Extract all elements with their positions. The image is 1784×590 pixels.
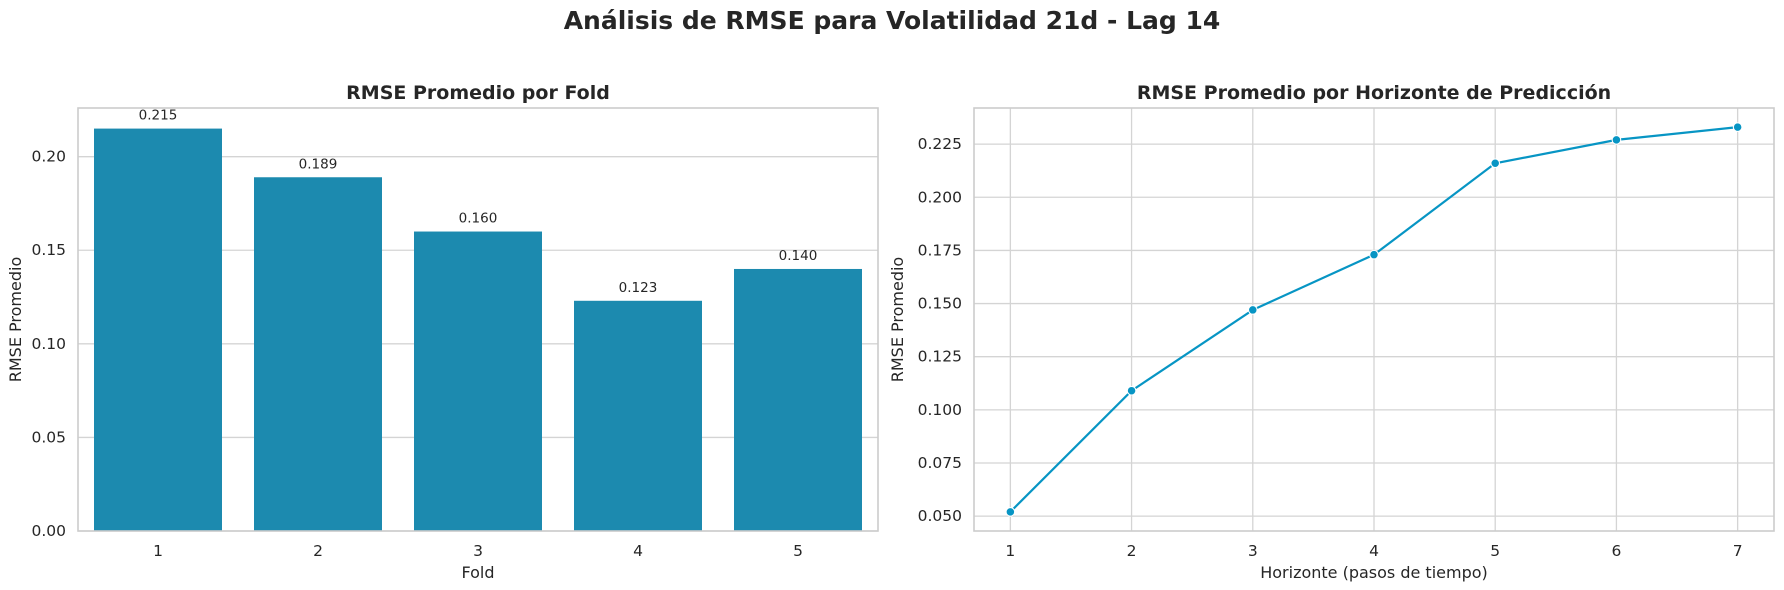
bar-xtick-label: 1: [153, 542, 163, 560]
line-point-h4: [1369, 249, 1379, 260]
bar-chart-rmse-by-fold: 0.215 0.189 0.160 0.123 0.140 0.00 0.05 0.10 0.1…: [6, 82, 879, 582]
bar-axes-frame: [77, 107, 879, 532]
bar-fold-3: [414, 231, 542, 531]
line-ytick-label: 0.225: [918, 135, 962, 153]
bar-xtick-label: 2: [313, 542, 323, 560]
bar-data-label: 0.160: [459, 211, 498, 227]
line-point-h1: [1005, 507, 1016, 517]
line-xtick-label: 7: [1733, 542, 1743, 560]
bar-fold-4: [574, 300, 702, 531]
bar-xtick-label: 4: [633, 542, 643, 560]
line-ytick-label: 0.175: [918, 241, 962, 259]
bar-data-label: 0.140: [779, 248, 818, 264]
bar-x-axis-label: Fold: [461, 563, 494, 582]
line-xtick-label: 4: [1369, 542, 1379, 560]
line-chart-title: RMSE Promedio por Horizonte de Predicció…: [1137, 82, 1611, 104]
line-point-h5: [1490, 158, 1501, 169]
bar-chart-title: RMSE Promedio por Fold: [346, 82, 610, 104]
line-ytick-label: 0.100: [918, 401, 962, 419]
line-y-axis-label: RMSE Promedio: [888, 257, 907, 382]
line-point-h3: [1247, 305, 1258, 315]
bar-fold-2: [254, 177, 382, 532]
line-ytick-label: 0.075: [918, 454, 962, 472]
line-xtick-label: 1: [1005, 542, 1015, 560]
line-point-h7: [1732, 122, 1743, 132]
line-ytick-label: 0.200: [918, 188, 962, 206]
bar-xtick-label: 3: [473, 542, 483, 560]
line-axes-frame: [973, 107, 1775, 532]
line-point-h2: [1126, 385, 1137, 396]
line-xtick-label: 5: [1490, 542, 1500, 560]
bar-ytick-label: 0.00: [31, 522, 66, 540]
bar-ytick-label: 0.10: [31, 335, 66, 353]
bar-data-label: 0.189: [299, 156, 338, 172]
bar-fold-5: [734, 268, 862, 531]
line-xtick-label: 3: [1248, 542, 1258, 560]
figure-title: Análisis de RMSE para Volatilidad 21d - …: [563, 6, 1221, 35]
line-point-h6: [1611, 135, 1622, 145]
bar-data-label: 0.215: [139, 108, 178, 124]
line-ytick-label: 0.150: [918, 295, 962, 313]
bar-fold-1: [94, 128, 222, 531]
line-xtick-label: 6: [1611, 542, 1621, 560]
line-x-axis-label: Horizonte (pasos de tiempo): [1260, 563, 1488, 582]
line-xtick-label: 2: [1127, 542, 1137, 560]
line-ytick-label: 0.050: [918, 507, 962, 525]
bar-y-axis-label: RMSE Promedio: [6, 257, 25, 382]
bar-xtick-label: 5: [793, 542, 803, 560]
line-chart-rmse-by-horizon: 0.050 0.075 0.100 0.125 0.150 0.175 0.200 0.225…: [888, 82, 1775, 582]
bar-ytick-label: 0.05: [31, 428, 66, 446]
bar-ytick-label: 0.15: [31, 241, 66, 259]
bar-data-label: 0.123: [619, 280, 658, 296]
line-ytick-label: 0.125: [918, 348, 962, 366]
bar-ytick-label: 0.20: [31, 148, 66, 166]
